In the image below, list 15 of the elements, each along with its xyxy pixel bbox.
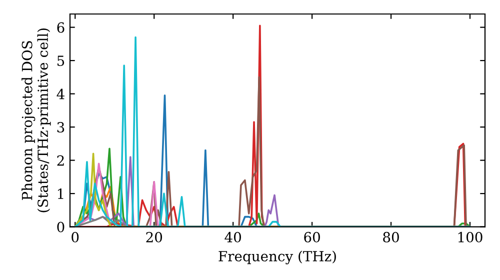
y-tick-label: 6 xyxy=(57,22,64,33)
x-tick-label: 20 xyxy=(146,232,162,242)
y-tick-label: 2 xyxy=(57,155,64,166)
y-tick-label: 3 xyxy=(57,122,64,133)
y-tick-label: 0 xyxy=(57,222,64,232)
x-tick-label: 40 xyxy=(224,232,241,242)
y-tick-label: 5 xyxy=(57,56,64,66)
y-tick-label: 1 xyxy=(58,188,64,199)
x-tick-label: 0 xyxy=(72,232,79,242)
y-axis-title: Phonon projected DOS (States/THz·primitive cell) xyxy=(22,28,51,212)
y-tick-label: 4 xyxy=(56,88,64,100)
x-tick-label: 100 xyxy=(458,232,482,242)
x-tick-label: 80 xyxy=(383,232,399,242)
x-axis-title: Frequency (THz) xyxy=(218,250,336,264)
x-tick-label: 60 xyxy=(304,232,320,242)
